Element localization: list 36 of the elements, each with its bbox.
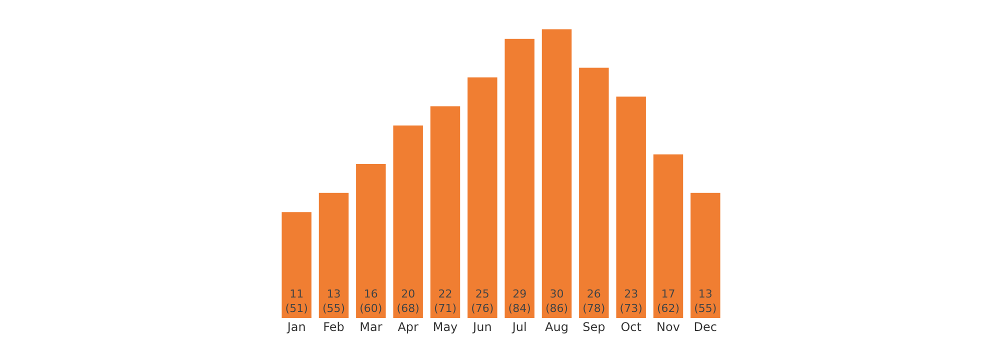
- data-label: 25 (76): [471, 288, 494, 315]
- bar: [430, 106, 460, 318]
- bar: [468, 77, 498, 318]
- x-tick-label: Apr: [398, 320, 419, 334]
- x-tick-label: Nov: [656, 320, 680, 334]
- data-label: 13 (55): [694, 288, 717, 315]
- data-label: 20 (68): [396, 288, 420, 315]
- data-label: 11 (51): [285, 288, 308, 315]
- x-tick-label: May: [432, 320, 458, 334]
- data-label: 16 (60): [360, 288, 382, 315]
- x-tick-label: Aug: [545, 320, 568, 334]
- bar: [690, 192, 720, 318]
- bar: [653, 154, 684, 318]
- bar: [356, 164, 386, 318]
- data-label: 23 (73): [620, 288, 642, 315]
- bar: [393, 125, 423, 318]
- bar: [616, 96, 646, 318]
- data-label: 26 (78): [582, 288, 606, 315]
- x-tick-label: Jul: [511, 320, 527, 334]
- bar: [504, 38, 534, 318]
- bar: [282, 212, 312, 318]
- bar: [579, 68, 609, 318]
- data-label: 29 (84): [508, 288, 531, 315]
- bar: [318, 192, 349, 318]
- data-label: 13 (55): [322, 288, 346, 315]
- data-label: 17 (62): [656, 288, 680, 315]
- x-tick-label: Oct: [620, 320, 642, 334]
- data-label: 22 (71): [434, 288, 457, 315]
- x-tick-label: Mar: [360, 320, 382, 334]
- x-tick-label: Jun: [472, 320, 492, 334]
- x-tick-label: Dec: [694, 320, 718, 334]
- data-label: 30 (86): [545, 288, 568, 315]
- x-tick-label: Feb: [323, 320, 344, 334]
- x-tick-label: Jan: [286, 320, 306, 334]
- bar: [542, 29, 572, 318]
- x-tick-label: Sep: [582, 320, 606, 334]
